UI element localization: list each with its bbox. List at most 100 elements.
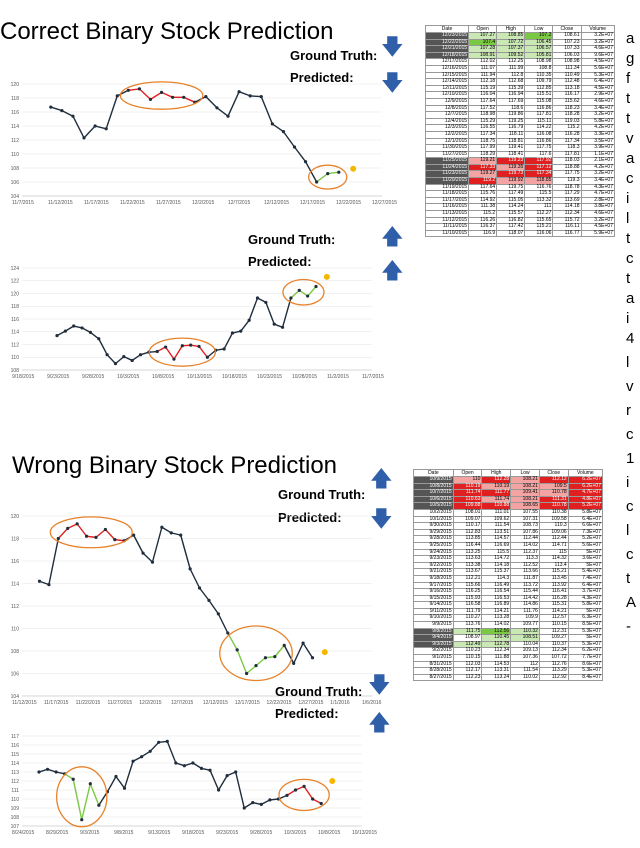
series-line-segment (302, 642, 314, 659)
y-tick-label: 116 (11, 743, 19, 749)
y-tick-label: 112 (11, 779, 19, 785)
series-line-segment (265, 302, 275, 325)
x-tick-label: 12/17/2015 (300, 200, 325, 206)
table-row: 10/1/2015 109.07 109.62 107.31 109.58 6.4E+07 (413, 515, 604, 524)
data-point (314, 284, 318, 289)
ground-truth-label-3: Ground Truth: (278, 487, 366, 502)
x-tick-label: 10/18/2015 (222, 374, 247, 380)
series-line-segment (303, 786, 314, 800)
data-point (63, 329, 67, 333)
data-point (140, 755, 144, 759)
series-line-segment (72, 115, 85, 139)
series-line-segment (217, 775, 228, 791)
series-line-segment (250, 95, 262, 98)
data-point (297, 288, 301, 292)
data-point (80, 326, 84, 330)
side-text-fragment: r (626, 402, 631, 419)
data-point (60, 109, 64, 113)
table-cell: 117.34 (468, 130, 498, 139)
side-text-fragment: c (626, 498, 634, 515)
data-point (93, 124, 97, 128)
table-row: 11/25/2015 119.21 119.23 117.92 118.03 2.1E+0… (424, 157, 615, 165)
series-line-segment (150, 91, 162, 100)
table-row: 9/30/2015 110.17 111.54 108.73 110.3 6.6E+07 (413, 522, 604, 530)
side-text-fragment: A (626, 594, 637, 611)
series-line-segment (238, 91, 251, 97)
table-cell: 116.77 (552, 229, 582, 238)
series-line-segment (198, 345, 208, 358)
series-line-segment (94, 125, 107, 130)
series-line-segment (209, 769, 220, 791)
table-cell: 116.9 (468, 229, 498, 238)
table-cell: 118.07 (496, 229, 526, 238)
series-line-segment (64, 325, 75, 332)
side-text-fragment: a (626, 150, 635, 167)
data-point (216, 612, 220, 616)
data-point (205, 355, 209, 359)
table-row: 12/23/2015 107.27 108.85 107.2 108.61 3.2E+07 (424, 32, 615, 40)
data-point (188, 567, 192, 571)
data-point (242, 806, 246, 810)
table-row: 12/2/2015 117.34 118.11 116.08 116.28 3.3E+07 (424, 130, 615, 139)
side-text-fragment: g (626, 50, 635, 67)
table-header-row: Date Open High Low Close Volume (413, 469, 604, 477)
data-point (160, 525, 164, 529)
line-chart-wrong-2: 107 108 109 110 111 112 113 114 115 116 117 8/24/20… (11, 734, 378, 836)
table-row: 11/10/2015 116.9 118.07 116.06 116.77 5.9E+07 (424, 229, 615, 238)
x-tick-label: 11/2/2015 (327, 374, 349, 380)
data-point (197, 344, 201, 349)
side-text-fragment: c (626, 250, 634, 267)
y-tick-label: 108 (11, 815, 20, 821)
table-row: 11/24/2015 117.33 119.35 117.12 118.88 4.2E+0… (424, 163, 615, 172)
table-cell: 112.23 (452, 673, 483, 682)
data-point (137, 87, 142, 91)
x-tick-label: 12/22/2015 (267, 700, 292, 706)
side-text-fragment: i (626, 474, 630, 491)
data-point (215, 106, 219, 110)
series-line-segment (217, 613, 229, 634)
series-line-segment (106, 776, 117, 793)
series-line-segment (115, 356, 125, 365)
side-text-fragment: t (626, 270, 631, 287)
x-tick-label: 11/17/2015 (44, 700, 69, 706)
data-point (199, 766, 204, 770)
data-point (292, 661, 296, 665)
arrow-up-icon: 🡅 (381, 258, 404, 283)
data-point (113, 538, 117, 542)
table-cell: 112.92 (538, 673, 569, 682)
data-point (289, 296, 293, 300)
data-point (82, 136, 86, 140)
table-cell: 118.11 (496, 130, 526, 139)
data-point (337, 170, 341, 174)
y-tick-label: 116 (11, 110, 19, 116)
x-tick-label: 12/12/2015 (264, 200, 289, 206)
data-point (259, 802, 263, 806)
series-line-segment (271, 123, 284, 133)
series-line-segment (165, 346, 175, 360)
line-chart-correct-1: 104 106 108 110 112 114 116 118 120 11/7/2015 11/1… (11, 81, 397, 206)
data-point (122, 786, 127, 790)
series-line-segment (243, 802, 254, 809)
data-point (310, 656, 315, 660)
data-point (131, 759, 135, 763)
arrow-up-icon: 🡅 (381, 224, 404, 249)
table-row: 11/23/2015 119.27 119.73 117.34 117.75 3.2E+0… (424, 170, 615, 179)
table-row: 11/16/2015 111.38 114.24 111 114.18 3.8E+07 (424, 203, 615, 212)
series-line-segment (281, 297, 292, 328)
x-tick-label: 11/22/2015 (120, 200, 145, 206)
series-line-segment (286, 789, 296, 796)
data-point (37, 770, 41, 774)
table-row: 8/28/2015 112.17 113.31 111.54 113.29 5.3E+07 (413, 667, 604, 675)
data-point (234, 770, 238, 774)
x-tick-label: 12/22/2015 (336, 200, 361, 206)
series-line-segment (105, 95, 118, 130)
series-line-segment (142, 552, 153, 563)
side-text-fragment: - (626, 618, 631, 635)
data-point (226, 631, 230, 635)
predicted-label-1: Predicted: (290, 70, 354, 85)
side-text-fragment: 1 (626, 450, 635, 467)
series-line-segment (208, 599, 219, 615)
series-line-segment (293, 642, 304, 664)
data-point (104, 127, 108, 131)
data-point (72, 324, 76, 328)
